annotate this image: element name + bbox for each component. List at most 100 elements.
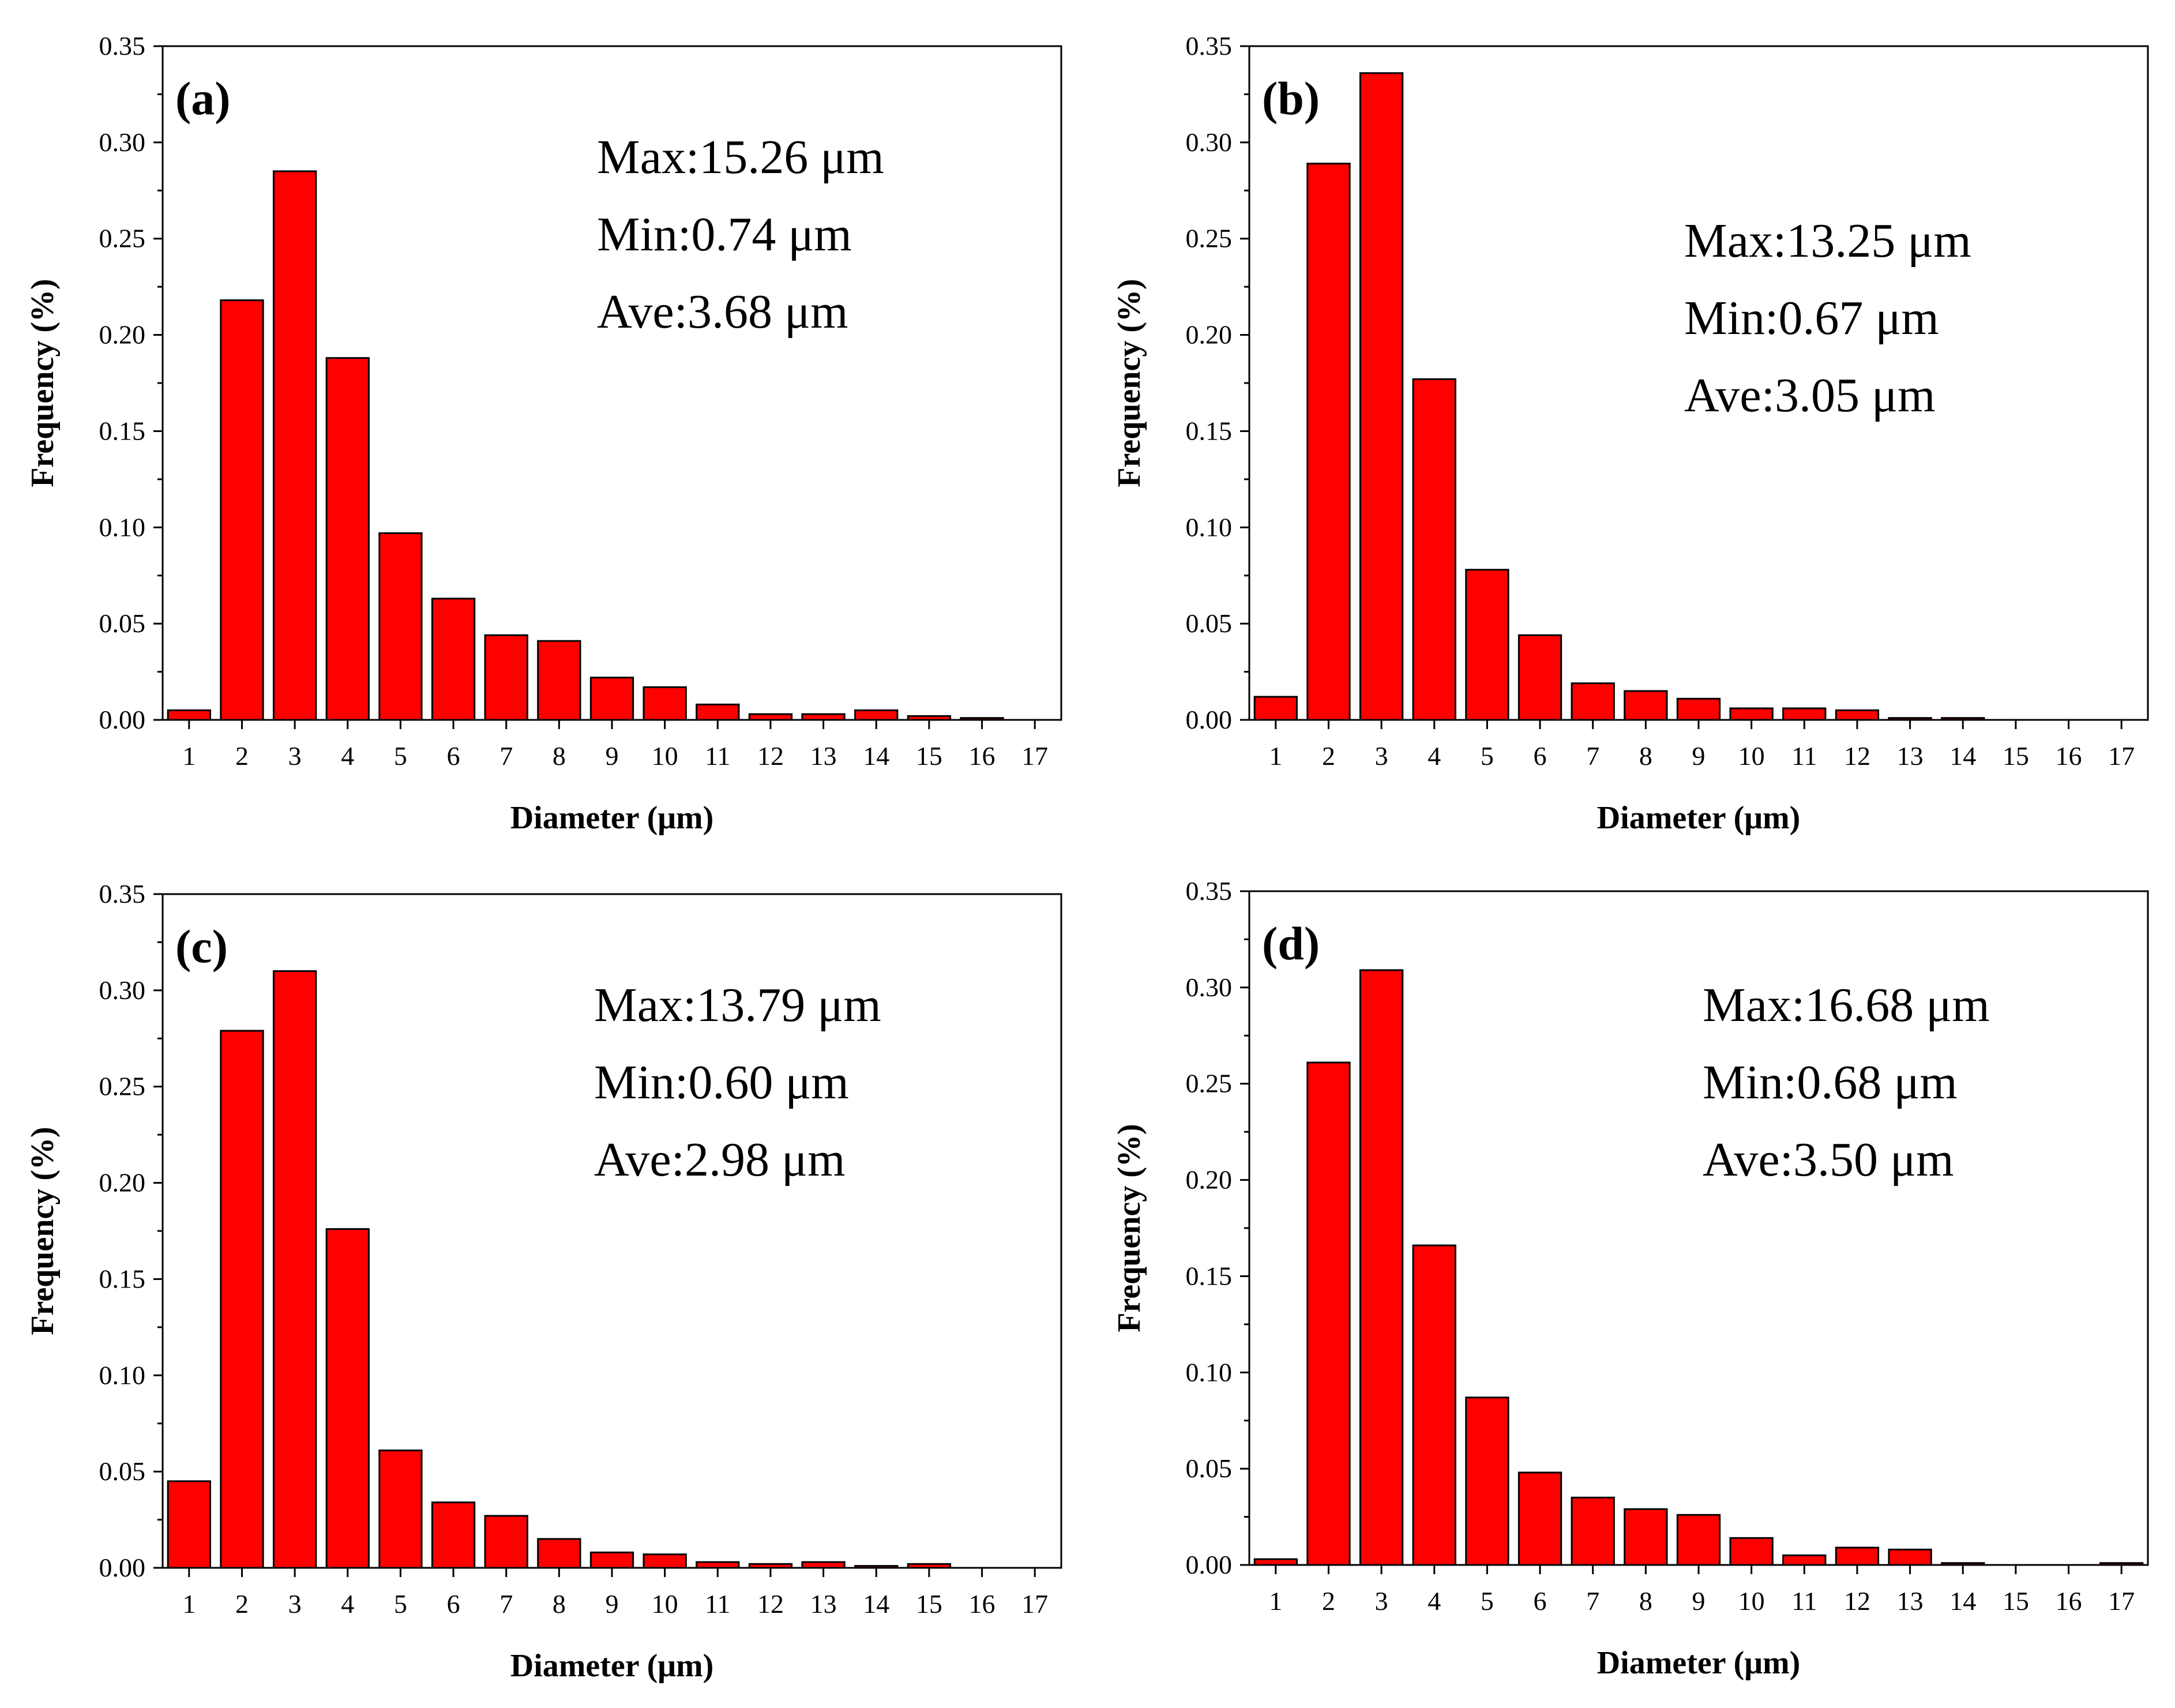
x-tick-label: 8 [553, 741, 566, 771]
bar [484, 634, 528, 721]
x-tick-label: 13 [1897, 1586, 1924, 1616]
panel-label: (c) [175, 920, 228, 973]
panel-label: (a) [175, 72, 231, 125]
bar [325, 1228, 370, 1569]
x-tick-label: 17 [1021, 741, 1048, 771]
x-tick-label: 8 [553, 1589, 566, 1619]
bar [272, 170, 317, 721]
x-tick-label: 13 [810, 1589, 837, 1619]
y-tick-label: 0.30 [99, 127, 146, 157]
x-tick-label: 4 [1428, 741, 1441, 771]
x-tick-label: 7 [1586, 1586, 1599, 1616]
stat-annotation: Min:0.67 μm [1684, 291, 1939, 345]
x-tick-label: 6 [447, 741, 460, 771]
stat-annotation: Max:13.79 μm [594, 978, 881, 1032]
y-tick-label: 0.35 [99, 879, 146, 909]
y-tick-label: 0.10 [99, 1360, 146, 1390]
y-tick-label: 0.20 [1186, 320, 1233, 350]
bar [1571, 682, 1615, 721]
x-tick-label: 5 [1481, 741, 1494, 771]
bar [167, 1480, 211, 1569]
y-tick-label: 0.05 [1186, 609, 1233, 638]
x-tick-label: 9 [606, 1589, 619, 1619]
y-tick-label: 0.05 [99, 1457, 146, 1486]
bar [1517, 1471, 1562, 1566]
x-tick-label: 1 [182, 1589, 196, 1619]
bar [1676, 1514, 1721, 1566]
y-tick-label: 0.20 [99, 320, 146, 350]
bar [431, 598, 476, 721]
x-tick-label: 3 [1375, 1586, 1388, 1616]
bar [643, 686, 687, 721]
bar [589, 1551, 634, 1569]
bar [537, 640, 581, 721]
bar [1624, 1508, 1668, 1566]
y-axis-title: Frequency (%) [1111, 279, 1147, 487]
bar [272, 970, 317, 1569]
stat-annotation: Max:15.26 μm [597, 130, 884, 184]
y-tick-label: 0.15 [99, 416, 146, 445]
bar [1676, 697, 1721, 721]
stat-annotation: Min:0.60 μm [594, 1056, 849, 1109]
bar [748, 713, 793, 721]
x-axis-title: Diameter (μm) [510, 1648, 714, 1684]
bar [1782, 1554, 1827, 1566]
x-tick-label: 17 [2108, 1586, 2135, 1616]
y-tick-label: 0.35 [1186, 31, 1233, 61]
x-tick-label: 16 [969, 741, 996, 771]
chart-panel-a: 0.000.050.100.150.200.250.300.351 2 3 4 5 6 7 8… [25, 31, 1062, 836]
bar [1306, 163, 1351, 721]
x-tick-label: 9 [606, 741, 619, 771]
x-tick-label: 3 [288, 1589, 302, 1619]
x-tick-label: 11 [705, 1589, 730, 1619]
x-tick-label: 13 [1897, 741, 1924, 771]
x-tick-label: 12 [757, 741, 784, 771]
x-tick-label: 15 [2003, 741, 2029, 771]
y-tick-label: 0.05 [1186, 1454, 1233, 1483]
y-axis-title: Frequency (%) [1111, 1124, 1147, 1332]
x-tick-label: 2 [235, 741, 249, 771]
y-tick-label: 0.20 [99, 1168, 146, 1198]
bar [1253, 696, 1298, 721]
y-tick-label: 0.25 [99, 224, 146, 253]
y-tick-label: 0.25 [1186, 1069, 1233, 1098]
y-tick-label: 0.10 [1186, 1357, 1233, 1387]
x-tick-label: 6 [1534, 1586, 1547, 1616]
x-tick-label: 11 [705, 741, 730, 771]
bar [1624, 690, 1668, 721]
x-tick-label: 10 [1738, 741, 1765, 771]
x-tick-label: 11 [1791, 741, 1817, 771]
y-tick-label: 0.15 [1186, 1261, 1233, 1290]
bar [1359, 969, 1404, 1566]
stat-annotation: Ave:2.98 μm [594, 1133, 845, 1187]
y-axis-title: Frequency (%) [25, 279, 61, 487]
x-tick-label: 1 [182, 741, 196, 771]
x-tick-label: 16 [2056, 741, 2082, 771]
y-tick-label: 0.25 [1186, 224, 1233, 253]
bar [1465, 1397, 1509, 1566]
y-tick-label: 0.00 [99, 1553, 146, 1582]
x-tick-label: 17 [1021, 1589, 1048, 1619]
bar [1412, 1244, 1456, 1566]
stat-annotation: Max:13.25 μm [1684, 214, 1971, 268]
bar [1465, 569, 1509, 721]
x-tick-label: 2 [235, 1589, 249, 1619]
bar [801, 1561, 846, 1569]
stat-annotation: Max:16.68 μm [1703, 978, 1990, 1032]
x-tick-label: 2 [1322, 741, 1335, 771]
bar [378, 532, 423, 721]
stat-annotation: Min:0.68 μm [1703, 1056, 1958, 1109]
x-tick-label: 14 [1949, 741, 1976, 771]
y-tick-label: 0.00 [1186, 705, 1233, 734]
panel-label: (b) [1262, 72, 1320, 125]
x-tick-label: 2 [1322, 1586, 1335, 1616]
x-tick-label: 3 [288, 741, 302, 771]
x-tick-label: 12 [757, 1589, 784, 1619]
bar [589, 677, 634, 721]
y-tick-label: 0.30 [99, 975, 146, 1005]
x-tick-label: 10 [1738, 1586, 1765, 1616]
bar [854, 709, 899, 721]
x-tick-label: 15 [916, 741, 942, 771]
x-tick-label: 6 [447, 1589, 460, 1619]
